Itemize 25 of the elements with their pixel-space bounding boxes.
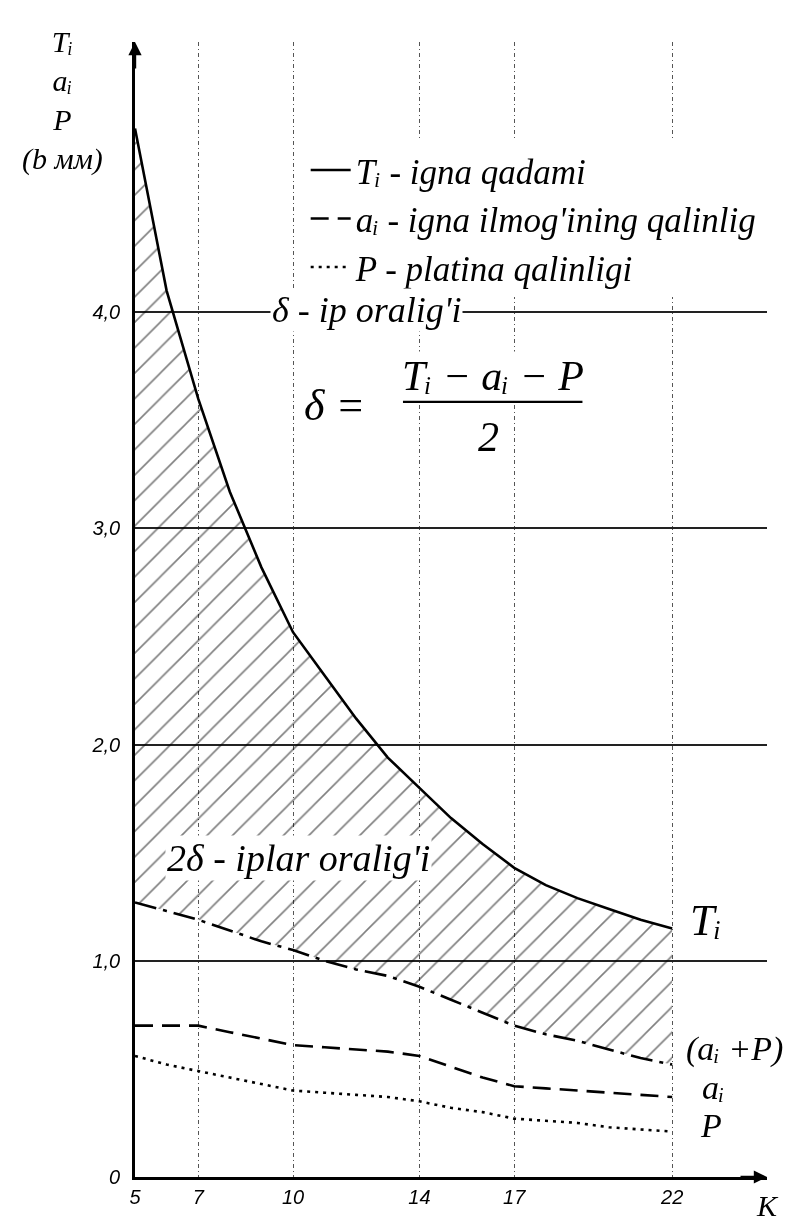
- annotation: Tᵢ − aᵢ − P: [402, 353, 584, 399]
- y-tick-label: 0: [109, 1166, 121, 1188]
- legend-label: Tᵢ - igna qadami: [355, 152, 586, 192]
- x-tick-label: 17: [503, 1185, 527, 1208]
- x-tick-label: 14: [408, 1185, 431, 1208]
- x-tick-label: 7: [192, 1185, 205, 1208]
- legend-label: P - platina qalinligi: [354, 249, 633, 289]
- annotation: aᵢ: [702, 1069, 725, 1106]
- y-tick-label: 4,0: [92, 301, 121, 324]
- annotation: δ =: [304, 381, 366, 430]
- x-tick-label: 22: [660, 1185, 684, 1208]
- legend-label: aᵢ - igna ilmog'ining qalinlig: [355, 201, 756, 241]
- y-tick-label: 1,0: [92, 949, 121, 972]
- annotation: P: [700, 1107, 722, 1144]
- annotation: δ - ip oralig'i: [272, 290, 462, 330]
- x-tick-label: 10: [281, 1185, 305, 1208]
- x-tick-label: 5: [129, 1185, 142, 1208]
- annotation: 2δ - iplar oralig'i: [167, 837, 431, 879]
- y-tick-label: 3,0: [92, 517, 121, 540]
- x-axis-title: K: [756, 1189, 779, 1222]
- y-axis-title: Tᵢ aᵢ P (b мм): [22, 25, 103, 176]
- annotation: 2: [478, 414, 499, 460]
- y-tick-label: 2,0: [91, 733, 121, 756]
- annotation: Tᵢ: [690, 896, 722, 945]
- annotation: (aᵢ +P): [686, 1030, 784, 1068]
